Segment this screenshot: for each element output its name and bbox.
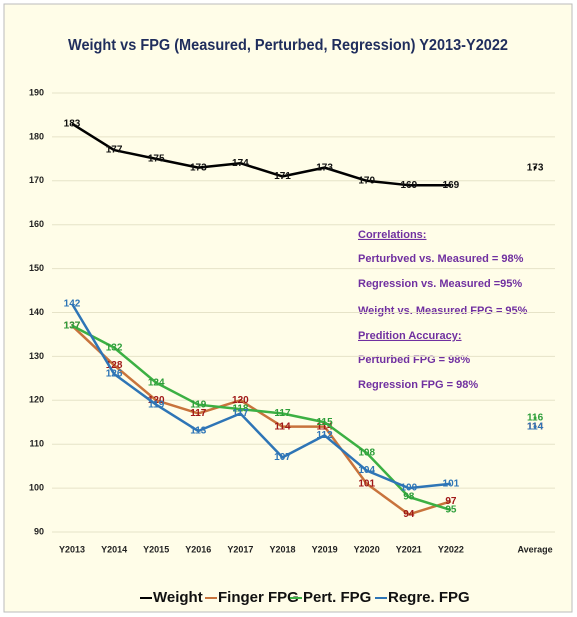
chart-title: Weight vs FPG (Measured, Perturbed, Regr… [68, 37, 508, 54]
point [533, 166, 537, 170]
point [533, 416, 537, 420]
annotation: Weight vs. Measured FPG = 95% [358, 305, 528, 317]
y-tick-label: 100 [29, 482, 44, 492]
y-tick-label: 130 [29, 351, 44, 361]
value-label: 112 [317, 430, 334, 441]
value-label: 117 [232, 408, 249, 419]
x-tick-label: Y2015 [143, 544, 169, 554]
chart-background [3, 3, 573, 613]
value-label: 175 [148, 153, 165, 164]
legend-label: Regre. FPG [388, 589, 470, 606]
value-label: 97 [445, 496, 457, 507]
value-label: 173 [190, 162, 207, 173]
annotation: Correlations: [358, 229, 426, 241]
value-label: 115 [317, 417, 334, 428]
value-label: 117 [274, 408, 291, 419]
annotation: Regression FPG = 98% [358, 379, 478, 391]
x-tick-label: Y2020 [354, 544, 380, 554]
x-tick-label: Y2014 [101, 544, 127, 554]
value-label: 119 [148, 399, 165, 410]
y-tick-label: 90 [34, 526, 44, 536]
value-label: 94 [403, 509, 415, 520]
point [533, 425, 537, 429]
value-label: 101 [443, 478, 460, 489]
annotation: Regression vs. Measured =95% [358, 278, 522, 290]
y-tick-label: 170 [29, 175, 44, 185]
value-label: 171 [274, 171, 291, 182]
legend-label: Pert. FPG [303, 589, 371, 606]
y-tick-label: 190 [29, 87, 44, 97]
series-line [71, 324, 452, 516]
x-tick-label: Y2016 [185, 544, 211, 554]
value-label: 128 [106, 360, 123, 371]
value-label: 116 [527, 413, 544, 424]
value-label: 132 [106, 342, 123, 353]
value-label: 119 [190, 399, 207, 410]
value-label: 113 [190, 426, 207, 437]
value-label: 137 [64, 320, 81, 331]
value-label: 169 [443, 180, 460, 191]
y-tick-label: 150 [29, 263, 44, 273]
y-tick-label: 140 [29, 307, 44, 317]
value-label: 177 [106, 145, 123, 156]
annotation: Perturbved vs. Measured = 98% [358, 253, 524, 265]
x-tick-label: Y2018 [269, 544, 295, 554]
value-label: 114 [274, 421, 291, 432]
value-label: 124 [148, 377, 165, 388]
x-tick-label: Y2013 [59, 544, 85, 554]
legend-label: Weight [153, 589, 203, 606]
series-line [71, 324, 452, 512]
value-label: 173 [527, 162, 544, 173]
value-label: 173 [316, 162, 333, 173]
value-label: 114 [317, 421, 334, 432]
y-tick-label: 160 [29, 219, 44, 229]
x-tick-label: Y2021 [396, 544, 422, 554]
value-label: 183 [64, 118, 81, 129]
value-label: 101 [358, 478, 375, 489]
y-tick-label: 120 [29, 395, 44, 405]
value-label: 174 [232, 158, 249, 169]
value-label: 142 [64, 298, 81, 309]
value-label: 108 [358, 448, 375, 459]
value-label: 104 [358, 465, 375, 476]
x-tick-label: Y2017 [227, 544, 253, 554]
value-label: 98 [403, 492, 415, 503]
value-label: 118 [232, 404, 249, 415]
y-tick-label: 180 [29, 131, 44, 141]
x-tick-label: Y2022 [438, 544, 464, 554]
annotation: Predition Accuracy: [358, 330, 462, 342]
value-label: 126 [106, 369, 123, 380]
legend-label: Finger FPG [218, 589, 299, 606]
series-line [70, 303, 452, 490]
value-label: 114 [527, 421, 544, 432]
series-line [71, 122, 451, 187]
value-label: 169 [400, 180, 417, 191]
value-label: 107 [274, 452, 291, 463]
value-label: 120 [232, 395, 249, 406]
value-label: 100 [400, 483, 417, 494]
value-label: 170 [358, 175, 375, 186]
y-tick-label: 110 [29, 439, 44, 449]
value-label: 95 [445, 505, 457, 516]
value-label: 117 [190, 408, 207, 419]
value-label: 120 [148, 395, 165, 406]
x-tick-label: Y2019 [312, 544, 338, 554]
x-tick-label: Average [518, 544, 553, 554]
annotation: Perturbed FPG = 98% [358, 354, 470, 366]
